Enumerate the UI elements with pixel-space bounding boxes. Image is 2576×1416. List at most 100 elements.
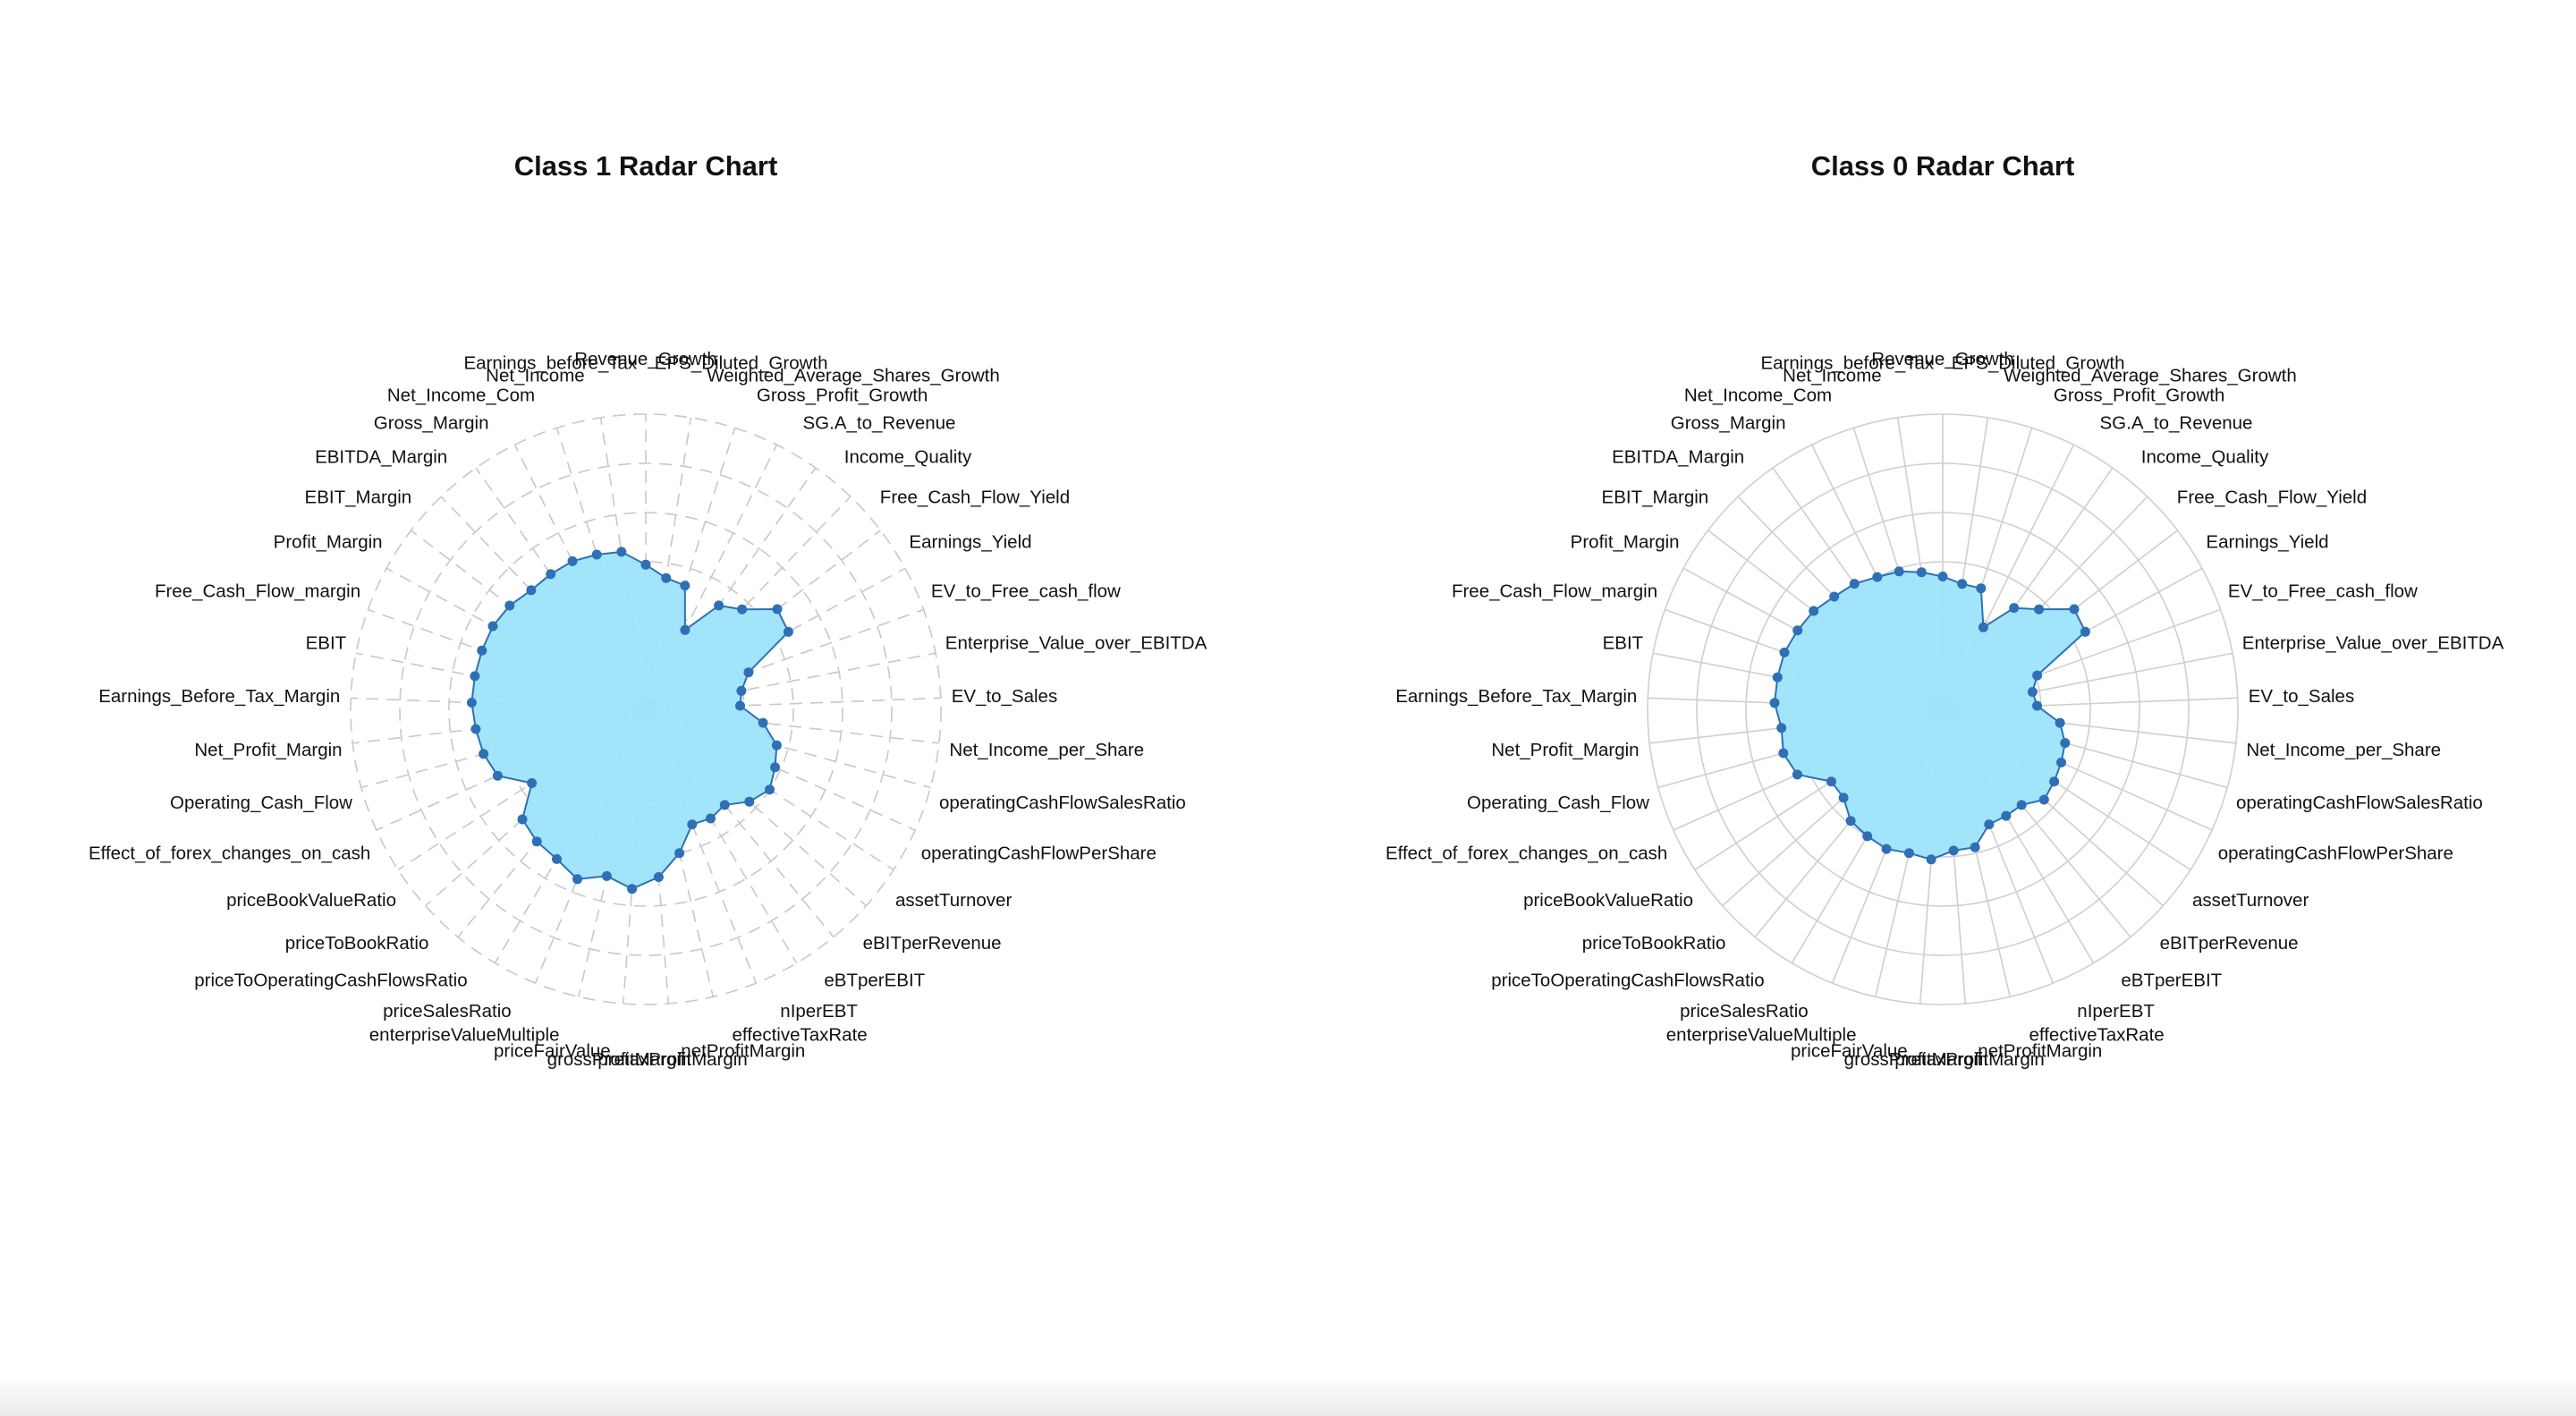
axis-label: Effect_of_forex_changes_on_cash — [89, 843, 370, 863]
data-point — [517, 814, 528, 825]
radar-panel-class-0: Class 0 Radar Chart Revenue_GrowthEPS_Di… — [1385, 150, 2504, 1070]
axis-label: nIperEBT — [2077, 1001, 2155, 1022]
data-point — [2016, 800, 2027, 810]
axis-label: Net_Income_per_Share — [949, 740, 1144, 760]
data-point — [2069, 604, 2080, 615]
axis-label: operatingCashFlowPerShare — [921, 843, 1157, 863]
axis-label: EBIT — [1603, 632, 1644, 653]
axis-label: eBITperRevenue — [863, 933, 1002, 954]
data-point — [680, 581, 691, 591]
axis-label: eBITperRevenue — [2160, 933, 2299, 954]
axis-label: EV_to_Free_cash_flow — [2228, 581, 2418, 602]
data-point — [492, 770, 503, 781]
axis-label: Revenue_Growth — [574, 349, 717, 369]
axis-label: Net_Income — [486, 365, 585, 386]
data-point — [2049, 776, 2060, 787]
data-point — [1838, 793, 1849, 803]
data-point — [2038, 794, 2049, 805]
data-point — [1970, 842, 1980, 852]
data-point — [601, 870, 612, 881]
axis-label: pretaxProfitMargin — [597, 1049, 747, 1070]
data-point — [2060, 738, 2071, 749]
data-point — [479, 749, 489, 759]
axis-label: EV_to_Sales — [952, 686, 1058, 707]
data-point — [770, 762, 780, 773]
axis-label: Net_Income — [1783, 365, 1882, 386]
axis-label: Operating_Cash_Flow — [170, 793, 352, 813]
data-point — [2055, 717, 2065, 728]
axis-label: EPS_Diluted_Growth — [1952, 353, 2125, 374]
axis-label: Enterprise_Value_over_EBITDA — [2242, 632, 2504, 653]
data-point — [1948, 845, 1959, 856]
data-point — [1881, 844, 1892, 854]
data-point — [735, 700, 745, 711]
data-point — [2027, 687, 2038, 697]
axis-label: Earnings_Yield — [909, 532, 1031, 553]
axis-label: SG.A_to_Revenue — [803, 412, 956, 433]
axis-label: priceBookValueRatio — [226, 890, 396, 911]
axis-label: EV_to_Sales — [2249, 686, 2355, 707]
data-point — [531, 836, 542, 847]
axis-label: Net_Profit_Margin — [194, 740, 342, 760]
data-point — [765, 784, 775, 795]
data-point — [783, 626, 793, 637]
data-point — [1845, 816, 1856, 827]
data-point — [1894, 566, 1904, 577]
data-point — [567, 555, 578, 566]
axis-label: grossProfitMargin — [547, 1049, 691, 1070]
data-point — [2080, 626, 2090, 637]
data-point — [687, 819, 698, 830]
data-point — [1776, 723, 1787, 733]
data-point — [744, 796, 755, 807]
axis-label: priceToBookRatio — [285, 933, 429, 954]
data-point — [487, 621, 498, 632]
data-point — [743, 667, 754, 678]
data-point — [1809, 606, 1819, 616]
axis-label: Earnings_Before_Tax_Margin — [1395, 686, 1637, 707]
axis-label: Gross_Profit_Growth — [2054, 386, 2224, 406]
axis-label: priceToOperatingCashFlowsRatio — [1491, 970, 1764, 990]
data-point — [1792, 625, 1803, 636]
axis-label: Earnings_Before_Tax_Margin — [98, 686, 340, 707]
data-point — [1862, 831, 1873, 842]
data-point — [1826, 776, 1836, 787]
axis-label: EV_to_Free_cash_flow — [931, 581, 1121, 602]
data-point — [1926, 854, 1936, 865]
data-point — [1984, 819, 1995, 830]
data-point — [737, 604, 748, 615]
axis-label: Free_Cash_Flow_margin — [1452, 581, 1657, 602]
data-point — [674, 848, 685, 859]
axis-label: Net_Income_Com — [1684, 386, 1832, 406]
axis-label: EBITDA_Margin — [315, 447, 447, 468]
data-point — [719, 800, 730, 810]
axis-label: Net_Income_Com — [387, 386, 535, 406]
data-point — [2001, 810, 2012, 821]
data-point — [1937, 572, 1948, 581]
data-point — [1872, 572, 1883, 582]
data-point — [2009, 603, 2020, 614]
axis-label: pretaxProfitMargin — [1894, 1049, 2044, 1070]
axis-label: priceSalesRatio — [383, 1001, 512, 1022]
data-point — [627, 884, 638, 895]
axis-label: operatingCashFlowSalesRatio — [939, 793, 1186, 813]
data-point — [477, 645, 487, 656]
data-point — [504, 600, 515, 611]
axis-label: Net_Profit_Margin — [1491, 740, 1639, 760]
axis-label: Earnings_before_Tax — [1760, 353, 1934, 374]
axis-label: EBIT_Margin — [305, 487, 412, 507]
axis-label: EPS_Diluted_Growth — [655, 353, 828, 374]
axis-label: Weighted_Average_Shares_Growth — [2004, 365, 2296, 386]
axis-label: Gross_Margin — [1671, 412, 1786, 433]
axis-label: priceFairValue — [494, 1041, 611, 1062]
data-point — [1792, 769, 1802, 780]
data-point — [714, 600, 724, 611]
chart-title: Class 0 Radar Chart — [1811, 150, 2075, 182]
axis-label: EBITDA_Margin — [1612, 447, 1744, 468]
data-point — [470, 671, 480, 682]
axis-label: Effect_of_forex_changes_on_cash — [1385, 843, 1667, 863]
data-point — [616, 547, 627, 557]
axis-label: grossProfitMargin — [1844, 1049, 1988, 1070]
axis-label: assetTurnover — [2192, 890, 2309, 911]
axis-label: Operating_Cash_Flow — [1467, 793, 1649, 813]
